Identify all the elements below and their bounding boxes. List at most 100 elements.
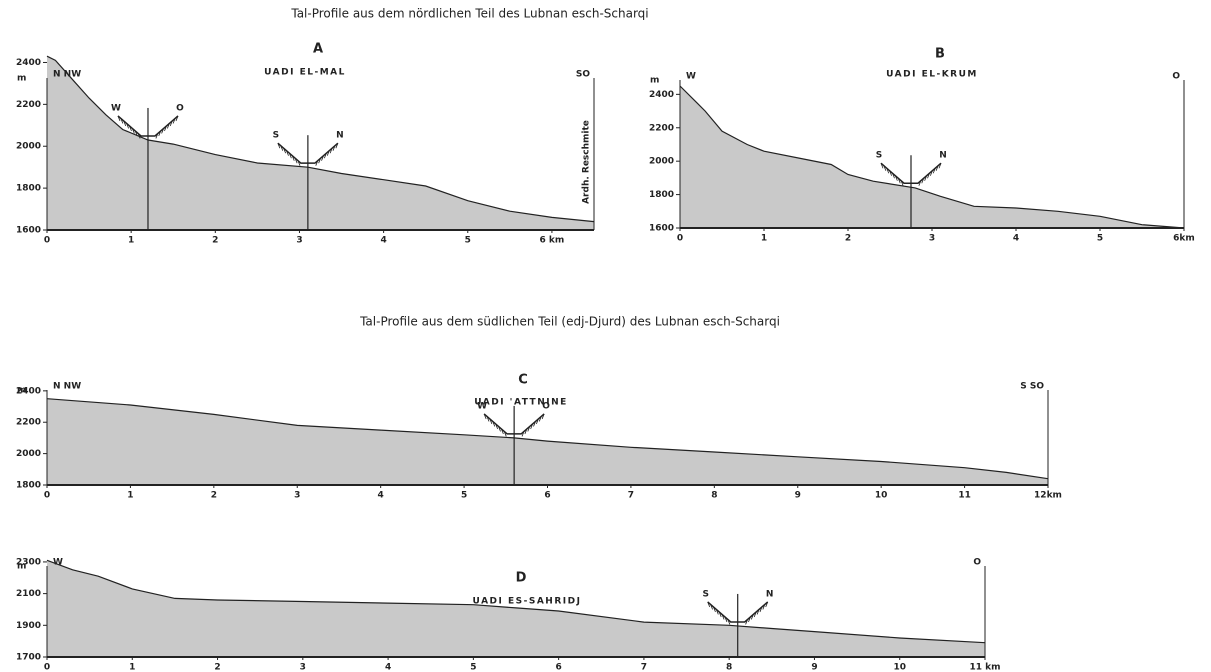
section-hatch — [521, 431, 525, 437]
profile-area — [47, 56, 594, 231]
section-hatch — [930, 170, 933, 176]
x-tick-label: 5 — [461, 491, 467, 501]
section-hatch — [536, 418, 539, 425]
x-tick-label: 2 — [845, 234, 851, 244]
right-direction: S SO — [1020, 382, 1044, 392]
y-tick-label: 2200 — [16, 418, 41, 428]
y-tick-label: 2000 — [16, 449, 41, 459]
section-hatch — [724, 616, 728, 623]
x-tick-label: 4 — [385, 663, 391, 672]
section-hatch — [131, 128, 135, 134]
section-right-label: N — [766, 589, 774, 599]
profile-area — [47, 560, 985, 657]
x-tick-label: 2 — [211, 491, 217, 501]
profile-name: UADI EL-KRUM — [886, 70, 978, 80]
section-hatch — [289, 153, 292, 159]
section-hatch — [895, 175, 898, 181]
x-tick-label: 1 — [127, 491, 133, 501]
section-hatch — [745, 619, 748, 625]
section-hatch — [748, 616, 751, 623]
x-tick-label: 8 — [726, 663, 732, 672]
section-hatch — [713, 606, 716, 613]
section-hatch — [134, 130, 138, 137]
section-hatch — [498, 426, 501, 432]
profile-letter: D — [516, 571, 527, 586]
profile-letter: B — [935, 47, 945, 62]
x-tick-label: 12km — [1034, 491, 1062, 501]
x-tick-label: 0 — [677, 234, 683, 244]
section-hatch — [715, 609, 719, 615]
section-hatch — [765, 601, 769, 608]
section-hatch — [483, 413, 487, 420]
section-hatch — [886, 168, 890, 174]
y-tick-label: 2000 — [649, 157, 674, 167]
x-tick-label: 4 — [380, 236, 386, 246]
section-hatch — [283, 148, 286, 154]
x-tick-label: 6 — [544, 491, 550, 501]
section-hatch — [169, 120, 173, 127]
section-hatch — [161, 128, 164, 134]
x-tick-label: 9 — [811, 663, 817, 672]
section-left-label: S — [273, 131, 279, 141]
section-hatch — [294, 158, 298, 164]
profile-line — [46, 398, 1049, 480]
section-hatch — [533, 421, 536, 427]
y-tick-label: 1600 — [16, 226, 41, 236]
y-tick-label: 2100 — [16, 589, 41, 599]
section-right-label: O — [542, 401, 550, 411]
x-tick-label: 2 — [212, 236, 218, 246]
section-hatch — [495, 423, 499, 430]
section-left-label: W — [111, 103, 121, 113]
y-axis-label: m — [17, 74, 26, 84]
x-tick-label: 1 — [761, 234, 767, 244]
section-hatch — [721, 614, 725, 620]
section-hatch — [900, 180, 904, 186]
profile-name: UADI ES-SAHRIDJ — [473, 597, 582, 607]
section-hatch — [175, 115, 179, 122]
section-left-label: W — [477, 401, 487, 411]
section-hatch — [155, 133, 159, 139]
section-hatch — [880, 163, 884, 169]
section-hatch — [897, 178, 901, 184]
profile-name: UADI EL-MAL — [264, 68, 346, 78]
section-hatch — [492, 421, 496, 427]
y-tick-label: 1700 — [16, 653, 41, 663]
x-tick-label: 5 — [1097, 234, 1103, 244]
section-hatch — [527, 426, 531, 432]
section-hatch — [335, 143, 339, 149]
left-direction: W — [53, 558, 63, 568]
section-hatch — [932, 168, 936, 174]
section-hatch — [718, 611, 722, 618]
section-hatch — [129, 125, 132, 132]
x-tick-label: 0 — [44, 236, 50, 246]
y-tick-label: 2000 — [16, 142, 41, 152]
right-direction: O — [1172, 72, 1180, 82]
profile-letter: C — [518, 373, 528, 388]
section-hatch — [530, 423, 534, 430]
section-hatch — [280, 145, 284, 151]
section-hatch — [486, 416, 490, 422]
x-tick-label: 0 — [44, 663, 50, 672]
section-hatch — [501, 428, 504, 435]
y-tick-label: 1900 — [16, 621, 41, 631]
section-hatch — [759, 606, 763, 613]
profile-name: UADI 'ATTNINE — [474, 398, 568, 408]
section-hatch — [753, 611, 757, 618]
section-hatch — [318, 158, 321, 164]
x-tick-label: 4 — [378, 491, 384, 501]
x-tick-label: 8 — [711, 491, 717, 501]
y-tick-label: 2400 — [649, 90, 674, 100]
y-tick-label: 1800 — [649, 190, 674, 200]
section-hatch — [541, 413, 545, 420]
section-hatch — [117, 115, 121, 122]
section-hatch — [126, 123, 129, 129]
right-direction: SO — [576, 70, 590, 80]
y-tick-label: 2200 — [649, 123, 674, 133]
y-tick-label: 1800 — [16, 184, 41, 194]
side-note: Ardh. Reschmite — [582, 120, 592, 204]
section-hatch — [524, 428, 528, 435]
x-tick-label: 10 — [893, 663, 906, 672]
section-hatch — [756, 609, 760, 615]
left-direction: W — [686, 72, 696, 82]
